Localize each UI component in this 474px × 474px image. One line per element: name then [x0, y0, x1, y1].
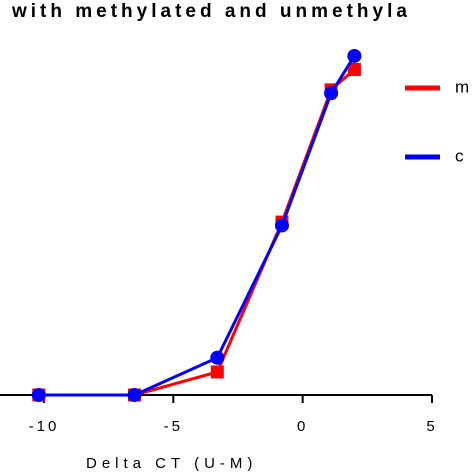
marker [127, 388, 142, 402]
x-tick-label: 0 [297, 418, 308, 435]
x-tick-label: -10 [29, 418, 60, 435]
marker [210, 350, 225, 365]
marker [31, 388, 46, 402]
marker [210, 365, 224, 379]
marker [274, 218, 289, 233]
marker [347, 48, 362, 63]
legend-label: m [455, 77, 469, 96]
marker [347, 63, 361, 77]
x-tick-label: 5 [426, 418, 437, 435]
legend-label: c [455, 146, 464, 165]
chart-title: with methylated and unmethyla [11, 1, 411, 22]
series-line [38, 68, 356, 397]
x-tick-label: -5 [164, 418, 183, 435]
marker [324, 86, 339, 101]
series-line [38, 55, 356, 397]
x-axis-label: Delta CT (U-M) [86, 455, 257, 472]
